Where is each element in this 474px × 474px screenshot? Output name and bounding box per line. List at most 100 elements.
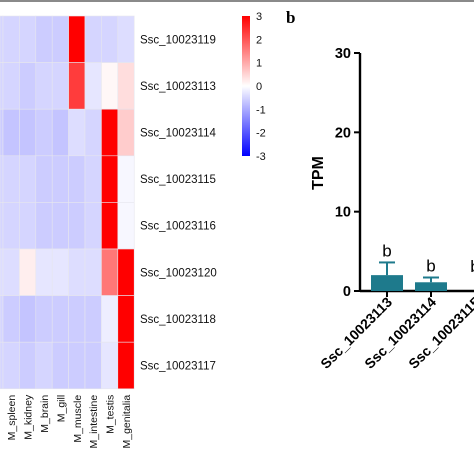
heatmap-row-label: Ssc_10023115 [140,174,216,186]
heatmap-cell-partial [0,248,4,296]
heatmap-cell [2,108,20,157]
heatmap-column-label: M_brain [39,395,51,433]
heatmap-colorbar: 3 2 1 0 -1 -2 -3 [242,11,266,163]
heatmap-column-label: M_gill [55,395,67,422]
heatmap-cell [101,15,119,63]
heatmap-cell [51,15,69,63]
heatmap-cell-partial [0,108,4,157]
heatmap-cell [19,295,37,343]
heatmap-cell [51,202,69,250]
bar-significance-label: b [426,257,435,276]
heatmap-cell [19,108,37,157]
heatmap-cell [68,295,86,343]
heatmap-cell [35,155,53,203]
heatmap-cell [19,341,37,390]
heatmap-cell [51,108,69,157]
heatmap-cell [84,108,102,157]
colorbar-tick-label: 1 [256,58,262,70]
heatmap-cell [84,341,102,390]
heatmap-cell [117,248,135,296]
colorbar-tick-label: -3 [256,151,266,163]
heatmap-cell [117,15,135,63]
heatmap-cell [101,341,119,390]
bar-y-tick-label: 20 [335,125,351,141]
heatmap-cell [84,62,102,110]
heatmap-cell [84,15,102,63]
heatmap-cell [2,341,20,390]
heatmap-column-label: M_genitalia [121,395,133,449]
heatmap-cell-partial [0,295,4,343]
heatmap-column-label: M_testis [105,395,117,434]
heatmap-column-label: M_kidney [23,394,35,440]
heatmap-cell [2,155,20,203]
heatmap-cell [68,62,86,110]
tpm-bar-chart: 0102030TPMbSsc_10023113bSsc_10023114bSsc… [310,46,474,372]
bar-significance-label: b [470,257,474,276]
heatmap-cell [68,341,86,390]
heatmap-cell [2,295,20,343]
panel-b-letter: b [286,8,296,27]
heatmap-chart: Ssc_10023119 Ssc_10023113 Ssc_10023114 Ssc_… [0,15,217,449]
bar [371,275,403,291]
heatmap-cell [101,155,119,203]
colorbar-tick-label: -1 [256,104,266,116]
heatmap-row-label: Ssc_10023114 [140,128,216,140]
heatmap-cell [117,62,135,110]
heatmap-cell [51,155,69,203]
heatmap-cell [19,248,37,296]
heatmap-row-label: Ssc_10023117 [140,361,216,373]
heatmap-cell [35,341,53,390]
heatmap-cell [51,341,69,390]
heatmap-column-label: M_intestine [88,395,100,449]
heatmap-cell [2,248,20,296]
heatmap-cell [35,62,53,110]
top-border [0,0,474,2]
heatmap-cell [35,15,53,63]
bar [415,282,447,291]
heatmap-cell [51,248,69,296]
heatmap-cell [68,108,86,157]
colorbar-tick-label: -2 [256,128,266,140]
heatmap-cell [2,62,20,110]
heatmap-cell [2,15,20,63]
bar-y-tick-label: 10 [335,205,351,221]
heatmap-cell [35,248,53,296]
colorbar-tick-label: 3 [256,11,262,23]
heatmap-cell [101,108,119,157]
heatmap-cell [117,108,135,157]
heatmap-cell [101,295,119,343]
colorbar-tick-label: 2 [256,34,262,46]
heatmap-cell [19,155,37,203]
heatmap-cell [51,62,69,110]
bar-y-tick-label: 0 [343,284,351,300]
colorbar-tick-label: 0 [256,81,262,93]
heatmap-column-label: M_spleen [6,395,18,441]
heatmap-cell-partial [0,202,4,250]
bar-significance-label: b [382,241,391,260]
heatmap-row-label: Ssc_10023119 [140,34,216,46]
heatmap-cell [19,62,37,110]
heatmap-cell [117,155,135,203]
heatmap-cell [68,155,86,203]
heatmap-row-label: Ssc_10023113 [140,81,216,93]
heatmap-cell-partial [0,341,4,390]
heatmap-cell-partial [0,15,4,63]
heatmap-cell [19,15,37,63]
heatmap-cell [35,108,53,157]
heatmap-cell [84,202,102,250]
heatmap-cell [117,295,135,343]
heatmap-cell [2,202,20,250]
heatmap-cell-partial [0,62,4,110]
heatmap-cell [35,202,53,250]
colorbar-bar [242,16,250,156]
bar-y-tick-label: 30 [335,46,351,62]
heatmap-cell [84,155,102,203]
heatmap-cell [117,202,135,250]
heatmap-row-label: Ssc_10023120 [140,267,217,279]
heatmap-cell-partial [0,155,4,203]
heatmap-cell [117,341,135,390]
heatmap-cell [68,248,86,296]
heatmap-cell [68,15,86,63]
heatmap-cell [84,295,102,343]
